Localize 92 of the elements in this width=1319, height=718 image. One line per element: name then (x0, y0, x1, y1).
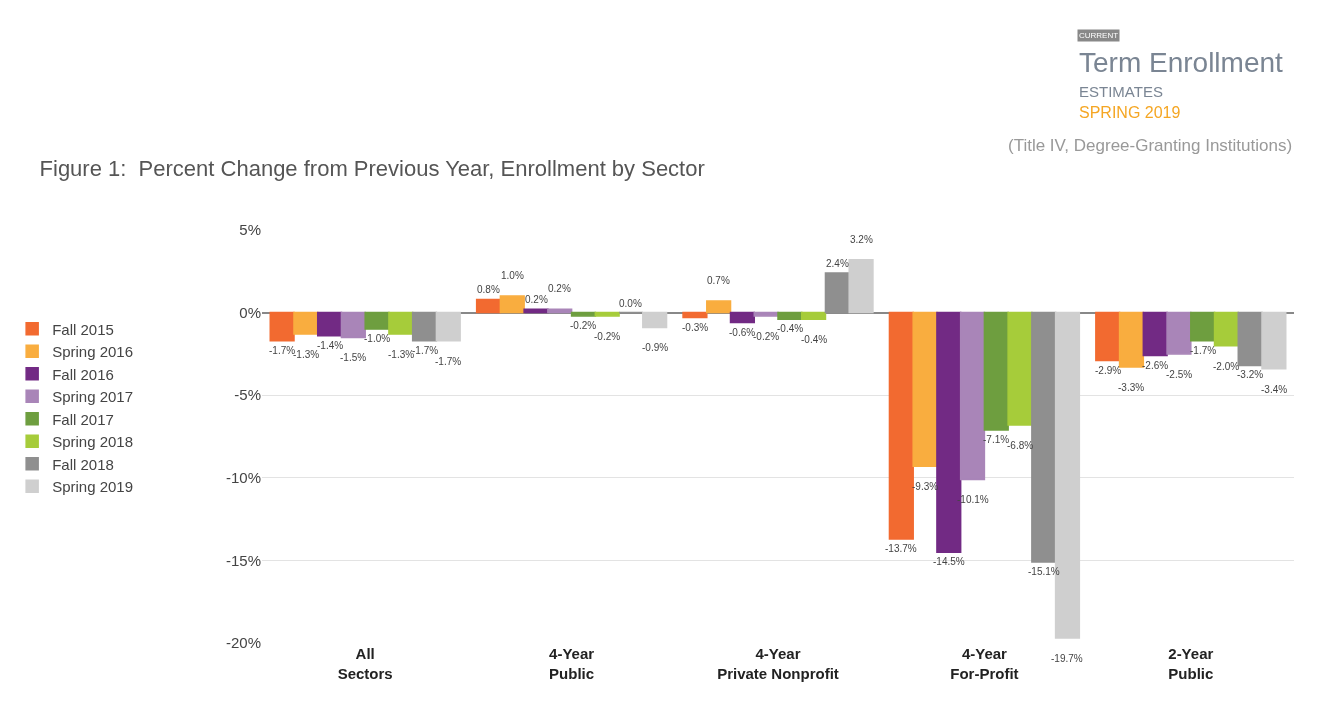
data-label: -2.5% (1166, 369, 1193, 380)
x-tick-label: 2-Year Public (1168, 645, 1214, 682)
text: Term Enrollment (1079, 47, 1284, 78)
data-label: 0.2% (548, 283, 571, 294)
data-label: -0.4% (777, 323, 804, 334)
bar (642, 311, 668, 329)
data-label: -13.7% (885, 543, 917, 554)
bar (364, 311, 390, 330)
data-label: 0.0% (619, 298, 642, 309)
bar (316, 311, 343, 337)
data-label: -0.9% (642, 342, 669, 353)
data-label: 2.4% (826, 258, 849, 269)
bar (293, 311, 319, 335)
data-label: -3.3% (1118, 382, 1145, 393)
data-label: -0.6% (729, 327, 756, 338)
data-label: 3.2% (850, 234, 873, 245)
bar (1237, 311, 1263, 367)
bar (1261, 311, 1287, 370)
x-tick-label: 4-Year For-Profit (950, 645, 1019, 682)
legend-label: Spring 2017 (52, 388, 134, 406)
bar (1007, 311, 1033, 426)
y-tick-label: -15% (225, 551, 261, 569)
data-label: 0.8% (477, 284, 500, 295)
text: SPRING 2019 (1079, 104, 1181, 121)
bar (777, 311, 803, 320)
bar (499, 295, 525, 314)
data-label: -1.3% (293, 349, 320, 360)
y-tick-label: 0% (239, 303, 261, 321)
legend-label: Fall 2017 (52, 410, 114, 428)
y-tick-label: -20% (225, 634, 261, 652)
bar (340, 311, 366, 339)
data-label: -3.4% (1261, 384, 1288, 395)
bar (1190, 311, 1216, 342)
legend-label: Fall 2015 (52, 320, 114, 338)
data-label: 0.2% (525, 294, 548, 305)
data-label: -1.0% (364, 333, 391, 344)
text: CURRENT (1079, 31, 1119, 40)
y-tick-label: 5% (239, 221, 261, 239)
legend-label: Spring 2018 (52, 433, 134, 451)
data-label: 1.0% (501, 270, 524, 281)
bar (1166, 311, 1192, 355)
data-label: -2.0% (1213, 361, 1240, 372)
bar (411, 311, 438, 342)
data-label: -1.3% (388, 349, 415, 360)
data-label: -15.1% (1028, 566, 1060, 577)
data-label: -19.7% (1051, 653, 1083, 664)
x-tick-label: All Sectors (337, 645, 393, 682)
bar (435, 311, 461, 342)
bar (1031, 311, 1057, 563)
y-tick-label: -5% (234, 386, 261, 404)
data-label: -3.2% (1237, 369, 1264, 380)
bar (706, 300, 732, 314)
bar (800, 311, 827, 320)
data-label: -1.7% (412, 345, 439, 356)
data-label: -2.9% (1095, 365, 1122, 376)
chart-subtitle: (Title IV, Degree-Granting Institutions) (1008, 136, 1293, 155)
data-label: -1.7% (435, 356, 462, 367)
x-tick-label: 4-Year Public (549, 645, 595, 682)
bar (912, 311, 938, 467)
data-label: -2.6% (1142, 360, 1169, 371)
legend-label: Fall 2016 (52, 365, 114, 383)
bar (269, 311, 295, 342)
bar (848, 258, 874, 314)
data-label: -1.7% (269, 345, 296, 356)
bar (1142, 311, 1168, 357)
data-label: -0.2% (753, 331, 780, 342)
legend-label: Spring 2019 (52, 478, 134, 496)
bar (888, 311, 914, 540)
data-label: -0.2% (570, 320, 597, 331)
legend-label: Spring 2016 (52, 343, 134, 361)
bar (594, 311, 620, 317)
bar (1213, 311, 1240, 347)
bar (682, 311, 708, 319)
y-tick-label: -10% (225, 469, 261, 487)
bar (729, 311, 756, 324)
bar (475, 298, 502, 314)
data-label: -1.5% (340, 352, 367, 363)
bar (1095, 311, 1121, 362)
data-label: -0.4% (801, 334, 828, 345)
legend-label: Fall 2018 (52, 455, 114, 473)
text: ESTIMATES (1079, 83, 1163, 100)
bar (753, 311, 779, 317)
bar (388, 311, 414, 335)
data-label: 0.7% (707, 275, 730, 286)
x-tick-label: 4-Year Private Nonprofit (717, 645, 839, 682)
data-label: -1.4% (317, 340, 344, 351)
chart-title: Figure 1: Percent Change from Previous Year, Enrollment by Sector (39, 156, 705, 182)
data-label: -14.5% (933, 556, 965, 567)
bar (983, 311, 1009, 431)
bar (570, 311, 597, 317)
data-label: -0.3% (682, 322, 709, 333)
data-label: -0.2% (594, 331, 621, 342)
